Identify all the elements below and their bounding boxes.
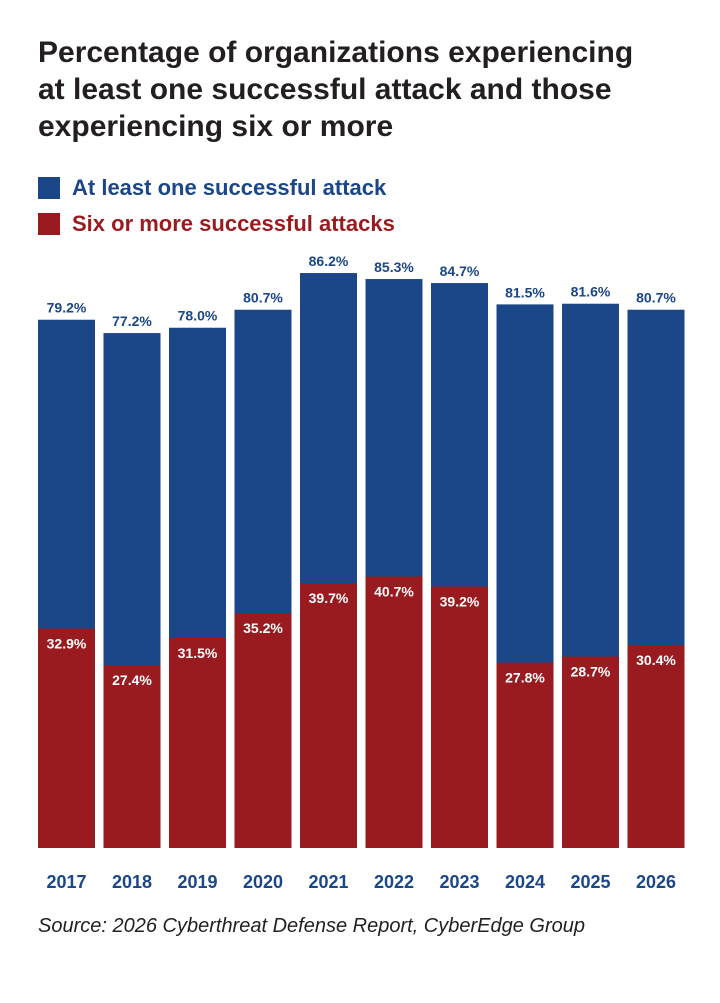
bar-six-2022 <box>365 576 423 848</box>
label-total-2022: 85.3% <box>374 259 414 275</box>
legend-swatch-six <box>38 213 60 235</box>
label-total-2021: 86.2% <box>309 253 349 269</box>
chart-title: Percentage of organizations experiencing… <box>38 34 698 145</box>
x-tick-2024: 2024 <box>505 872 545 892</box>
label-total-2017: 79.2% <box>47 300 87 316</box>
chart-title-line-3: experiencing six or more <box>38 110 394 143</box>
label-six-2023: 39.2% <box>440 594 480 610</box>
x-tick-2020: 2020 <box>243 872 283 892</box>
bar-six-2023 <box>431 586 488 848</box>
label-total-2024: 81.5% <box>505 284 545 300</box>
x-tick-2025: 2025 <box>570 872 610 892</box>
x-tick-2017: 2017 <box>46 872 86 892</box>
bar-six-2017 <box>38 628 95 848</box>
label-total-2023: 84.7% <box>440 263 480 279</box>
bar-six-2024 <box>496 662 554 848</box>
x-tick-2022: 2022 <box>374 872 414 892</box>
label-six-2017: 32.9% <box>47 636 87 652</box>
x-tick-2018: 2018 <box>112 872 152 892</box>
label-six-2022: 40.7% <box>374 584 414 600</box>
legend-swatch-total <box>38 177 60 199</box>
chart-title-line-1: Percentage of organizations experiencing <box>38 36 634 69</box>
chart-legend: At least one successful attack Six or mo… <box>38 172 395 244</box>
label-total-2019: 78.0% <box>178 308 218 324</box>
bar-six-2026 <box>627 645 685 848</box>
label-six-2020: 35.2% <box>243 620 283 636</box>
legend-item-total: At least one successful attack <box>38 172 395 204</box>
chart-title-line-2: at least one successful attack and those <box>38 73 612 106</box>
x-tick-2019: 2019 <box>177 872 217 892</box>
label-six-2024: 27.8% <box>505 670 545 686</box>
label-total-2020: 80.7% <box>243 290 283 306</box>
legend-item-six: Six or more successful attacks <box>38 208 395 240</box>
x-tick-2023: 2023 <box>439 872 479 892</box>
x-tick-2021: 2021 <box>308 872 348 892</box>
label-six-2026: 30.4% <box>636 652 676 668</box>
x-tick-2026: 2026 <box>636 872 676 892</box>
bar-six-2025 <box>562 656 619 848</box>
bar-six-2020 <box>234 613 292 848</box>
bar-six-2021 <box>300 583 357 848</box>
label-total-2025: 81.6% <box>571 284 611 300</box>
chart-source: Source: 2026 Cyberthreat Defense Report,… <box>38 915 585 937</box>
label-six-2018: 27.4% <box>112 672 152 688</box>
bar-six-2018 <box>103 665 161 848</box>
label-six-2025: 28.7% <box>571 664 611 680</box>
label-total-2026: 80.7% <box>636 290 676 306</box>
label-six-2019: 31.5% <box>178 645 218 661</box>
legend-label-total: At least one successful attack <box>72 175 387 200</box>
legend-label-six: Six or more successful attacks <box>72 211 395 236</box>
label-six-2021: 39.7% <box>309 590 349 606</box>
label-total-2018: 77.2% <box>112 313 152 329</box>
bar-six-2019 <box>169 637 226 848</box>
